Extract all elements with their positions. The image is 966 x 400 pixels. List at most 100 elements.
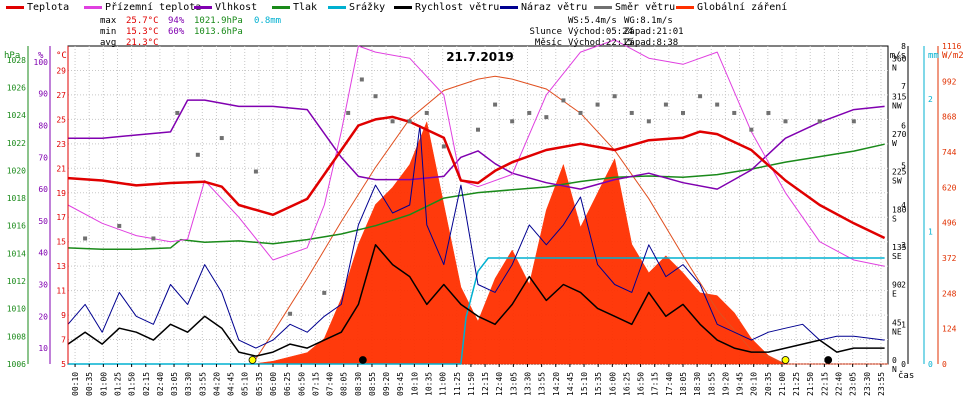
- legend-swatch-icon: [194, 5, 212, 9]
- x-tick-label: 20:35: [764, 372, 773, 396]
- wind-unit-label: m/s: [890, 51, 906, 61]
- x-tick-label: 14:20: [552, 372, 561, 396]
- wind-dir-point: [322, 290, 327, 295]
- x-tick-label: 00:35: [85, 372, 94, 396]
- x-tick-label: 00:10: [71, 372, 80, 396]
- wind-tick-label: 5: [901, 161, 906, 170]
- wind-dir-point: [476, 127, 480, 132]
- radiation-tick-label: 744: [942, 148, 957, 157]
- wind-dir-point: [175, 110, 180, 115]
- humidity-tick-label: 100: [34, 58, 49, 67]
- legend-swatch-icon: [84, 5, 102, 9]
- stat-avg-temp: 21.3°C: [126, 38, 159, 48]
- moon-marker-icon: [824, 356, 833, 364]
- stat-max-temp: 25.7°C: [126, 16, 159, 26]
- wind-dir-point: [151, 236, 156, 241]
- stats-rain: 0.8mm: [254, 16, 281, 27]
- stat-max-hum: 94%: [168, 16, 185, 26]
- x-tick-label: 09:20: [382, 372, 391, 396]
- x-tick-label: 01:50: [128, 372, 137, 396]
- x-tick-label: 01:00: [99, 372, 108, 396]
- legend-label: Srážky: [349, 2, 386, 13]
- wind-dir-point: [766, 110, 771, 115]
- wind-dir-tick-label: 0: [892, 356, 897, 365]
- wind-dir-point: [288, 311, 293, 316]
- wind-dir-point: [390, 119, 395, 124]
- wind-dir-tick-label: 45: [892, 318, 902, 327]
- temperature-tick-label: 5: [61, 360, 66, 369]
- pressure-tick-label: 1026: [7, 83, 26, 92]
- legend-swatch-icon: [594, 5, 612, 9]
- pressure-tick-label: 1014: [7, 249, 26, 258]
- x-tick-label: 03:55: [198, 372, 207, 396]
- x-tick-label: 22:40: [835, 372, 844, 396]
- wind-dir-point: [441, 144, 446, 149]
- wind-tick-label: 7: [901, 82, 906, 91]
- series-prizemni-teplota: [67, 39, 885, 267]
- stats-pressure: 1021.9hPa 1013.6hPa: [194, 16, 243, 38]
- sun-moon-markers: [248, 356, 833, 364]
- x-tick-label: 07:15: [311, 372, 320, 396]
- legend-swatch-icon: [272, 5, 290, 9]
- humidity-tick-label: 30: [38, 281, 48, 290]
- rain-unit-label: mm: [928, 51, 939, 61]
- radiation-tick-label: 620: [942, 183, 957, 192]
- x-tick-label: 16:25: [622, 372, 631, 396]
- x-tick-label: 01:25: [113, 372, 122, 396]
- x-tick-label: 11:25: [453, 372, 462, 396]
- line-series: [67, 39, 886, 365]
- wind-dir-tick-label: 135: [892, 243, 907, 252]
- x-tick-label: 08:05: [340, 372, 349, 396]
- stats-set: WG:8.1m/s Západ:21:01 Západ:8:38: [624, 16, 684, 49]
- x-tick-label: 04:45: [227, 372, 236, 396]
- wind-dir-point: [561, 98, 566, 103]
- legend-item-rychlost-vetru: Rychlost větru: [394, 2, 499, 14]
- wind-dir-point: [424, 110, 429, 115]
- wind-dir-point: [698, 94, 703, 99]
- legend-label: Rychlost větru: [415, 2, 500, 13]
- x-tick-label: 06:50: [297, 372, 306, 396]
- x-tick-label: 05:10: [241, 372, 250, 396]
- wind-dir-point: [493, 102, 498, 107]
- legend-label: Náraz větru: [521, 2, 588, 13]
- humidity-tick-label: 20: [38, 312, 48, 321]
- stat-avg-label: avg: [100, 38, 117, 48]
- wind-dir-tick-label: 270: [892, 130, 907, 139]
- temperature-tick-label: 23: [56, 140, 66, 149]
- x-tick-label: 11:50: [467, 372, 476, 396]
- stats-humidity: 94% 60%: [168, 16, 184, 38]
- wind-dir-point: [749, 127, 754, 132]
- pressure-tick-label: 1006: [7, 360, 26, 369]
- wind-tick-label: 4: [901, 201, 906, 210]
- wind-dir-tick-label: 360: [892, 55, 907, 64]
- pressure-tick-label: 1022: [7, 139, 26, 148]
- rain-tick-label: 1: [928, 228, 933, 237]
- wind-dir-point: [195, 152, 200, 157]
- series-globalni-zareni: [68, 120, 888, 365]
- wind-tick-label: 2: [901, 281, 906, 290]
- x-tick-label: 21:00: [778, 372, 787, 396]
- x-tick-label: 17:15: [651, 372, 660, 396]
- x-tick-label: 18:05: [679, 372, 688, 396]
- series-srazky: [68, 257, 885, 365]
- x-tick-label: 14:45: [566, 372, 575, 396]
- wind-dir-point: [373, 94, 378, 99]
- legend-item-prizemni-teplota: Přízemní teplota: [84, 2, 201, 14]
- wind-dir-compass-label: W: [892, 139, 897, 148]
- stats-sun-moon-labels: Slunce Měsíc: [520, 16, 562, 49]
- temperature-tick-label: 27: [56, 91, 66, 100]
- legend-label: Směr větru: [615, 2, 676, 13]
- temperature-tick-label: 29: [56, 66, 66, 75]
- legend-item-globalni-zareni: Globální záření: [676, 2, 787, 14]
- x-tick-label: 18:30: [693, 372, 702, 396]
- legend-item-vlhkost: Vlhkost: [194, 2, 257, 14]
- x-tick-label: 12:15: [481, 372, 490, 396]
- stat-min-temp: 15.3°C: [126, 27, 159, 37]
- radiation-unit-label: W/m2: [942, 51, 964, 61]
- wind-dir-compass-label: NE: [892, 327, 902, 336]
- wind-dir-point: [359, 77, 364, 82]
- legend-label: Tlak: [293, 2, 318, 13]
- legend-label: Vlhkost: [215, 2, 258, 13]
- wind-dir-tick-label: 180: [892, 205, 907, 214]
- wind-dir-compass-label: N: [892, 365, 897, 374]
